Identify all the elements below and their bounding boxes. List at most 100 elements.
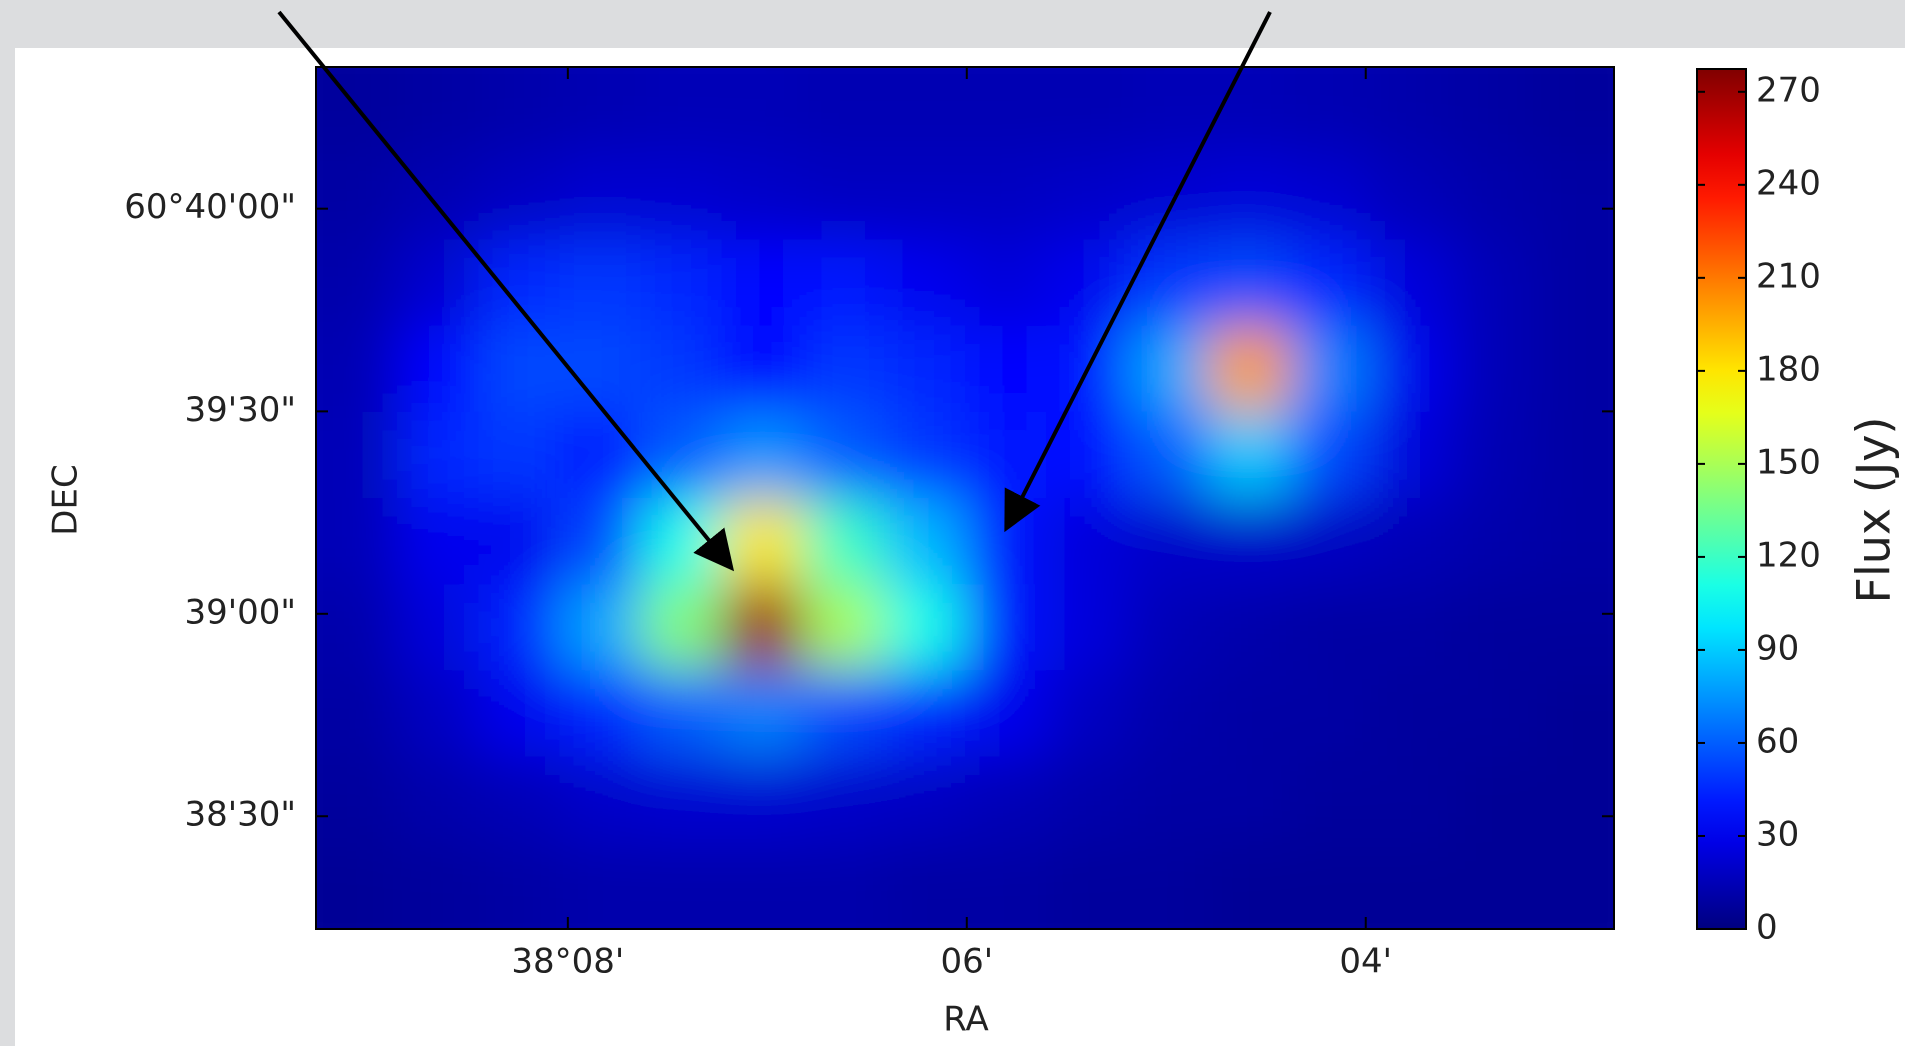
heat-cell: [1208, 757, 1290, 844]
heat-cell: [1208, 584, 1290, 671]
heat-cell: [1208, 670, 1290, 757]
heat-cell: [803, 584, 885, 671]
heat-cell: [965, 498, 1047, 585]
heat-cell: [722, 239, 804, 326]
heat-cell: [1371, 584, 1453, 671]
heat-cell: [397, 412, 479, 499]
heat-cell: [1371, 670, 1453, 757]
colorbar-tick-label: 120: [1756, 535, 1821, 575]
heat-cell: [397, 498, 479, 585]
heat-cell: [559, 498, 641, 585]
x-tick-label: 38°08': [511, 942, 624, 982]
heat-cell: [1290, 153, 1372, 240]
heat-cell: [1046, 584, 1128, 671]
colorbar-tick-label: 90: [1756, 628, 1799, 668]
heat-cell: [559, 584, 641, 671]
heat-cell: [1290, 757, 1372, 844]
heat-cell: [1371, 412, 1453, 499]
heat-cell: [722, 498, 804, 585]
heat-cell: [884, 326, 966, 413]
heat-cell: [884, 498, 966, 585]
heat-cell: [1452, 670, 1534, 757]
y-tick-label: 60°40'00": [124, 187, 296, 227]
heat-cell: [884, 239, 966, 326]
heat-cell: [1452, 584, 1534, 671]
heat-cell: [803, 670, 885, 757]
heat-cell: [397, 670, 479, 757]
heat-cell: [478, 239, 560, 326]
heat-cell: [1371, 7, 1453, 154]
heat-cell: [1208, 7, 1290, 154]
x-axis-label: RA: [943, 1000, 989, 1040]
heat-cell: [965, 670, 1047, 757]
heat-cell: [478, 153, 560, 240]
heat-cell: [722, 326, 804, 413]
heat-cell: [803, 239, 885, 326]
heat-cell: [1371, 239, 1453, 326]
colorbar: [1697, 69, 1746, 929]
heat-cell: [722, 757, 804, 844]
heat-cell: [641, 153, 723, 240]
heat-cell: [1290, 412, 1372, 499]
heat-cell: [722, 153, 804, 240]
heat-cell: [965, 757, 1047, 844]
heat-cell: [965, 584, 1047, 671]
heat-cell: [1046, 7, 1128, 154]
heat-cell: [478, 670, 560, 757]
heat-cell: [1290, 239, 1372, 326]
heat-cell: [1208, 239, 1290, 326]
heat-cell: [397, 153, 479, 240]
heat-cell: [1208, 412, 1290, 499]
colorbar-tick-label: 180: [1756, 349, 1821, 389]
heat-cell: [1127, 7, 1209, 154]
heat-cell: [803, 412, 885, 499]
heat-cell: [1127, 584, 1209, 671]
heat-cell: [965, 7, 1047, 154]
y-tick-label: 39'30": [184, 390, 296, 430]
heat-cell: [884, 7, 966, 154]
colorbar-tick-label: 210: [1756, 256, 1821, 296]
heat-cell: [478, 584, 560, 671]
heat-cell: [803, 757, 885, 844]
heat-cell: [1452, 239, 1534, 326]
heat-cell: [1127, 153, 1209, 240]
heat-cell: [1452, 153, 1534, 240]
heat-cell: [1046, 153, 1128, 240]
heat-cell: [1290, 498, 1372, 585]
y-tick-label: 38'30": [184, 795, 296, 835]
heat-cell: [397, 326, 479, 413]
heat-cell: [803, 326, 885, 413]
heat-cell: [478, 326, 560, 413]
heat-cell: [641, 584, 723, 671]
heat-cell: [722, 412, 804, 499]
heat-cell: [1127, 412, 1209, 499]
heat-cell: [1452, 412, 1534, 499]
heat-cell: [1046, 757, 1128, 844]
heat-cell: [1127, 670, 1209, 757]
heat-cell: [559, 412, 641, 499]
y-axis-label: DEC: [46, 464, 86, 535]
heat-cell: [1127, 239, 1209, 326]
heat-cell: [641, 7, 723, 154]
x-tick-label: 06': [940, 942, 993, 982]
heat-cell: [884, 153, 966, 240]
heat-cell: [1046, 670, 1128, 757]
colorbar-tick-label: 270: [1756, 70, 1821, 110]
heat-cell: [1127, 326, 1209, 413]
heat-cell: [965, 153, 1047, 240]
heat-cell: [478, 412, 560, 499]
heat-cell: [559, 7, 641, 154]
y-tick-label: 39'00": [184, 592, 296, 632]
heat-cell: [722, 670, 804, 757]
heat-cell: [397, 239, 479, 326]
heat-cell: [559, 153, 641, 240]
heat-cell: [1452, 7, 1534, 154]
heat-cell: [1452, 757, 1534, 844]
colorbar-tick-label: 240: [1756, 163, 1821, 203]
heat-cell: [1208, 153, 1290, 240]
heat-cell: [803, 153, 885, 240]
heat-cell: [1208, 326, 1290, 413]
heat-cell: [1290, 326, 1372, 413]
heat-cell: [1371, 326, 1453, 413]
heatmap: [256, 7, 1675, 990]
